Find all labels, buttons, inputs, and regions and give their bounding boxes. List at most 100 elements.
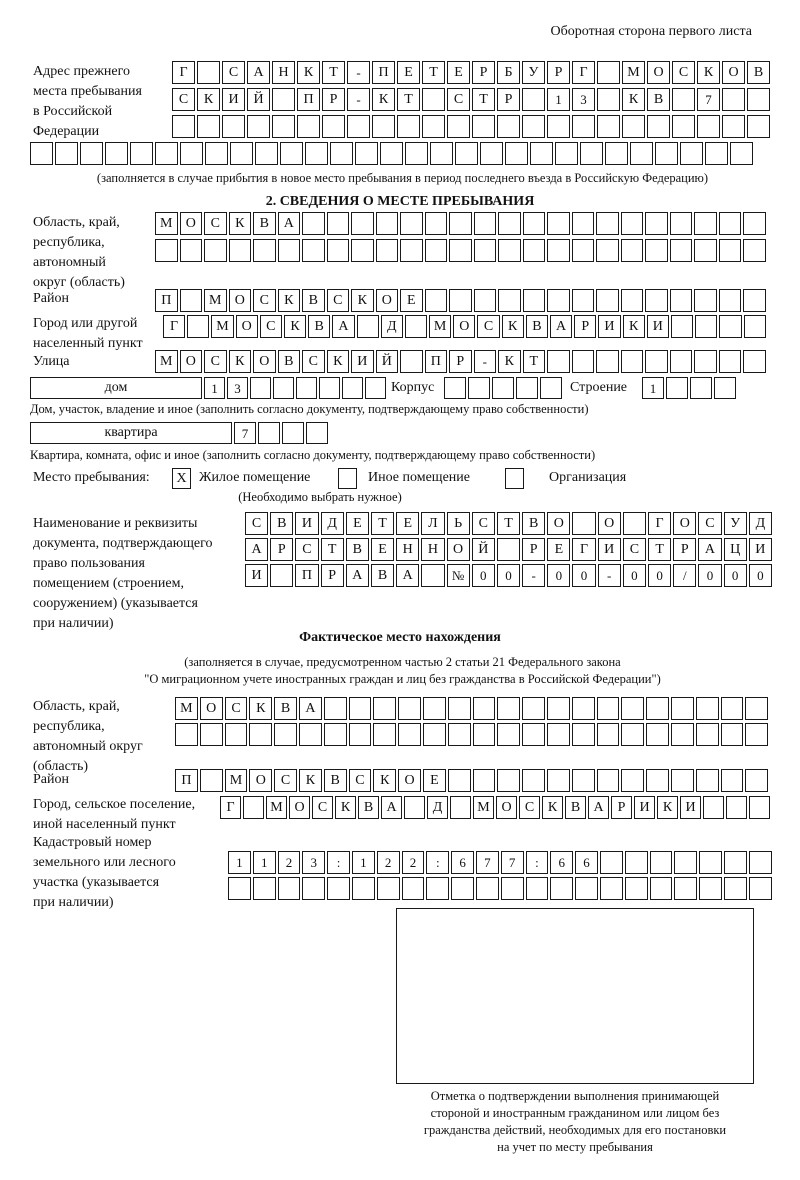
cadastral-cell[interactable] (649, 851, 673, 874)
section2-region-cell[interactable] (375, 212, 398, 235)
section2-city-cell[interactable] (187, 315, 210, 338)
actual-region-cell[interactable]: А (298, 697, 322, 720)
document-cell[interactable]: А (345, 564, 369, 587)
document-cell[interactable]: Р (522, 538, 546, 561)
prev-address-cell[interactable]: Г (172, 61, 195, 84)
document-cell[interactable]: О (673, 512, 697, 535)
actual-region-cell[interactable] (348, 723, 372, 746)
cadastral-cell[interactable] (376, 877, 400, 900)
prev-address-cell[interactable]: П (372, 61, 395, 84)
cadastral-cell[interactable] (525, 877, 549, 900)
section2-district-cell[interactable] (669, 289, 692, 312)
cadastral-cell[interactable] (252, 877, 276, 900)
section2-district-cell[interactable] (718, 289, 741, 312)
cadastral-cell[interactable] (550, 877, 574, 900)
section2-city-cell[interactable]: С (477, 315, 500, 338)
actual-district-cell[interactable]: К (373, 769, 397, 792)
section2-street-cell[interactable]: В (277, 350, 300, 373)
section2-district-cell[interactable] (620, 289, 643, 312)
prev-address-cell[interactable] (522, 115, 545, 138)
prev-address-cell[interactable]: О (722, 61, 745, 84)
actual-region-row-2[interactable] (175, 723, 770, 746)
section2-region-cell[interactable]: А (277, 212, 300, 235)
actual-city-cell[interactable]: К (542, 796, 563, 819)
section2-district-cell[interactable]: С (253, 289, 276, 312)
section2-street-cell[interactable] (400, 350, 423, 373)
document-cell[interactable]: В (522, 512, 546, 535)
stamp-box[interactable] (396, 908, 754, 1084)
house-number-cell[interactable]: 1 (204, 377, 225, 399)
section2-city-cell[interactable] (404, 315, 428, 338)
section2-region-cell[interactable] (694, 239, 717, 262)
document-cell[interactable] (421, 564, 445, 587)
prev-address-cell[interactable] (355, 142, 378, 165)
document-cell[interactable]: В (370, 564, 395, 587)
section2-street-cell[interactable]: С (302, 350, 325, 373)
section2-region-cell[interactable] (718, 212, 741, 235)
actual-district-cell[interactable] (720, 769, 744, 792)
actual-region-cell[interactable] (373, 723, 397, 746)
document-cell[interactable]: Г (648, 512, 672, 535)
section2-region-cell[interactable] (326, 239, 349, 262)
prev-address-cell[interactable] (30, 142, 53, 165)
prev-address-cell[interactable] (322, 115, 345, 138)
prev-address-cell[interactable] (197, 61, 220, 84)
section2-region-cell[interactable] (277, 239, 300, 262)
document-cell[interactable]: П (295, 564, 319, 587)
prev-address-cell[interactable]: Б (497, 61, 520, 84)
actual-region-cell[interactable]: О (199, 697, 223, 720)
document-cell[interactable] (622, 512, 646, 535)
section2-street-cell[interactable]: К (326, 350, 349, 373)
prev-address-cell[interactable]: С (172, 88, 195, 111)
section2-street-cell[interactable] (571, 350, 594, 373)
section2-district-cell[interactable] (179, 289, 202, 312)
actual-region-cell[interactable] (745, 697, 769, 720)
section2-region-cell[interactable] (620, 239, 643, 262)
cadastral-cell[interactable] (624, 877, 648, 900)
prev-address-cell[interactable]: И (222, 88, 245, 111)
section2-city-cell[interactable]: А (550, 315, 573, 338)
section2-region-row-2[interactable] (155, 239, 768, 262)
section2-district-cell[interactable]: О (228, 289, 251, 312)
cadastral-cell[interactable]: 6 (550, 851, 574, 874)
stroenie-cell[interactable] (690, 377, 712, 399)
section2-city-cell[interactable] (719, 315, 742, 338)
section2-district-cell[interactable] (694, 289, 717, 312)
prev-address-cell[interactable] (697, 115, 720, 138)
document-cell[interactable]: Е (370, 538, 395, 561)
prev-address-cell[interactable] (597, 115, 620, 138)
actual-city-cell[interactable]: А (588, 796, 609, 819)
document-cell[interactable]: Е (547, 538, 571, 561)
prev-address-cell[interactable] (422, 115, 445, 138)
actual-region-cell[interactable]: С (224, 697, 248, 720)
prev-address-cell[interactable]: Е (397, 61, 420, 84)
section2-district-cell[interactable] (547, 289, 570, 312)
flat-cell[interactable] (258, 422, 280, 444)
section2-city-cell[interactable]: В (308, 315, 331, 338)
section2-region-cell[interactable] (473, 212, 496, 235)
stroenie-cells[interactable]: 1 (642, 377, 738, 399)
prev-address-cell[interactable]: - (347, 61, 370, 84)
actual-city-cell[interactable]: Д (427, 796, 448, 819)
section2-region-cell[interactable] (326, 212, 349, 235)
section2-region-cell[interactable] (522, 212, 545, 235)
prev-address-cell[interactable] (555, 142, 578, 165)
section2-region-cell[interactable] (694, 212, 717, 235)
document-row-3[interactable]: И П Р А В А № 0 0-0 0-0 0/0 0 0 (245, 564, 774, 587)
prev-address-cell[interactable] (522, 88, 545, 111)
actual-region-cell[interactable] (422, 697, 446, 720)
document-cell[interactable]: Е (396, 512, 420, 535)
section2-region-cell[interactable] (449, 239, 472, 262)
actual-city-cell[interactable] (726, 796, 747, 819)
document-cell[interactable]: Н (421, 538, 445, 561)
document-cell[interactable] (572, 512, 596, 535)
prev-address-cell[interactable] (497, 115, 520, 138)
house-number-cell[interactable] (296, 377, 317, 399)
cadastral-cell[interactable]: 1 (252, 851, 276, 874)
cadastral-cell[interactable] (451, 877, 474, 900)
section2-district-cell[interactable] (498, 289, 521, 312)
section2-street-cell[interactable]: П (424, 350, 447, 373)
section2-region-cell[interactable] (204, 239, 227, 262)
document-cell[interactable]: О (547, 512, 571, 535)
actual-region-cell[interactable] (422, 723, 446, 746)
